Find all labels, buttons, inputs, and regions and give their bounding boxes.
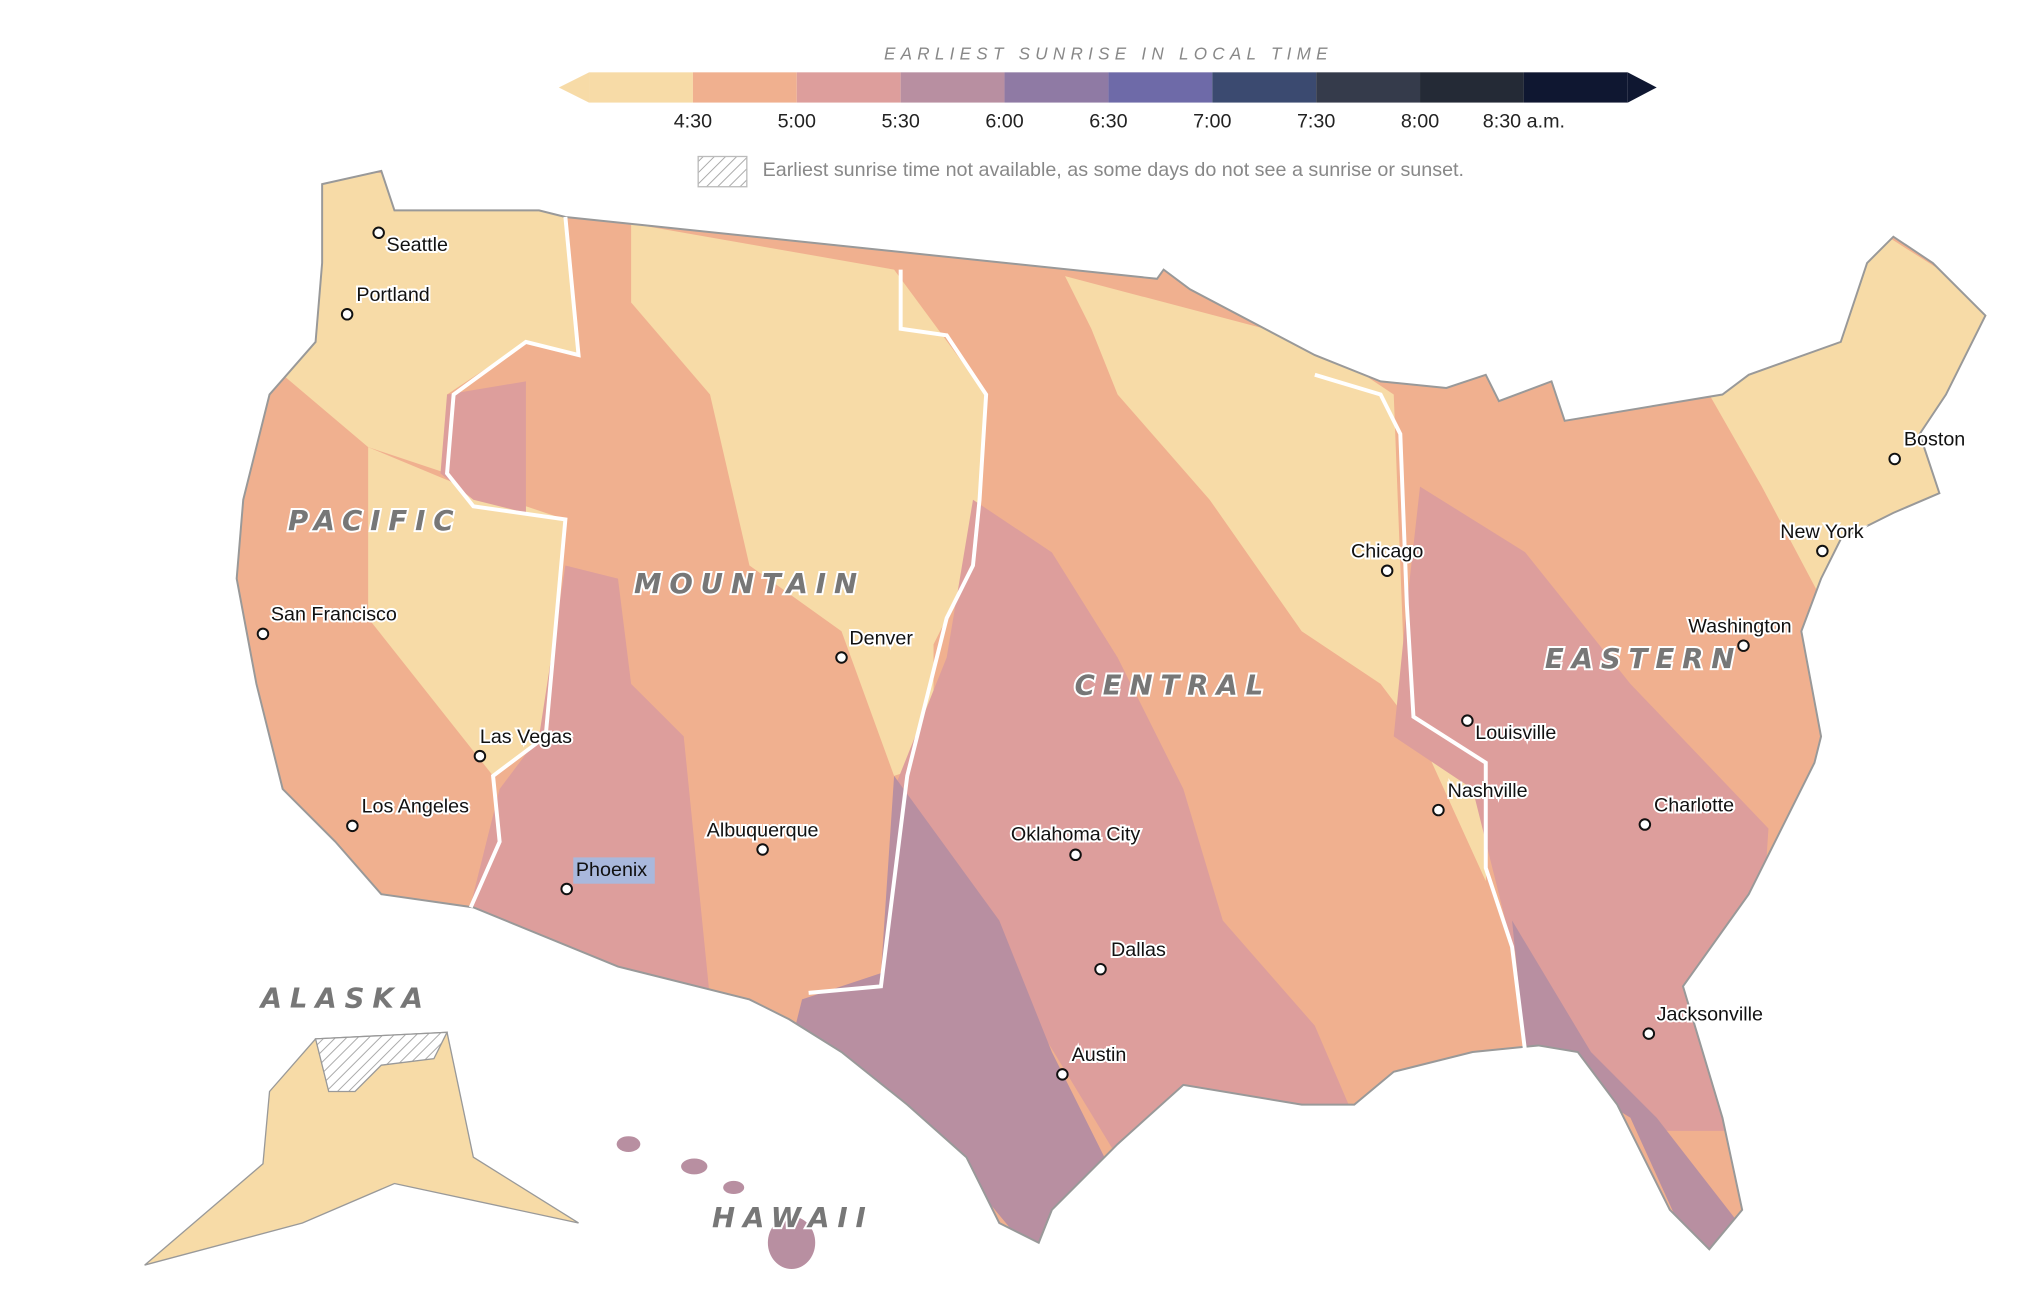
legend-tick-label: 5:30 [881,111,919,133]
city-label: Phoenix [576,859,647,881]
band-6-00 [1512,920,1749,1250]
band-5-30 [466,565,711,1000]
city-label: Seattle [387,234,448,256]
city-dot [473,749,487,763]
contiguous-us [236,170,1986,1250]
legend-swatch [900,72,1005,103]
island [616,1136,641,1152]
city-dot [372,226,385,240]
island [767,1216,816,1270]
zone-label: MOUNTAIN [634,567,865,600]
city-dot [1816,544,1829,558]
city-dot [1432,803,1445,817]
band-4-30 [631,223,987,776]
island [723,1180,745,1195]
city-dot [256,627,270,641]
zone-label: PACIFIC [288,504,461,537]
hawaii [616,1136,816,1270]
legend-arrow-right [1627,72,1657,103]
hatch-swatch [697,155,748,188]
legend-swatch [1004,72,1109,103]
legend-tick-label: 8:00 [1401,111,1439,133]
legend-swatch [1420,72,1524,103]
city-label: Louisville [1475,722,1556,744]
city-dot [340,308,354,321]
legend-title: EARLIEST SUNRISE IN LOCAL TIME [884,45,1333,64]
city-label: Albuquerque [707,819,819,841]
zone-boundaries [445,216,1528,1053]
city-dot [1069,848,1082,862]
legend-swatch [1316,72,1421,103]
city-dot [560,882,573,896]
land [144,169,1987,1270]
city-label: Denver [849,627,913,649]
city-dot [835,651,848,664]
legend-swatch [1108,72,1213,103]
band-5-30 [440,381,526,513]
legend-tick-label: 8:30 a.m. [1483,111,1565,133]
zone-label: CENTRAL [1075,668,1272,701]
city-label: Los Angeles [362,796,470,818]
city-label: Washington [1688,615,1791,637]
zone-label: EASTERN [1545,642,1742,675]
legend-swatch [796,72,901,103]
city-dot [1888,452,1901,466]
city-label: Jacksonville [1657,1003,1763,1025]
legend-tick-label: 4:30 [674,111,712,133]
legend-tick-label: 7:00 [1193,111,1231,133]
central-boundary [1314,372,1528,1053]
city-highlight [573,857,655,884]
city-dot [1461,714,1474,727]
labels: PACIFIC MOUNTAIN CENTRAL EASTERN ALASKA HAWAI… [256,226,1967,1236]
band-4-30 [368,447,566,776]
legend-swatch [1523,72,1628,103]
mountain-boundary [808,269,989,995]
alaska-no-data [314,1031,449,1093]
city-label: Dallas [1111,939,1166,961]
zone-label: ALASKA [259,981,431,1014]
legend-swatch [589,72,693,103]
city-label: San Francisco [271,604,397,626]
city-label: Boston [1904,429,1965,451]
pacific-boundary [445,216,581,909]
city-label: Nashville [1448,780,1528,802]
legend: EARLIEST SUNRISE IN LOCAL TIME Earliest … [558,45,1657,188]
city-label: Charlotte [1654,794,1734,816]
city-dot [1642,1027,1656,1040]
band-5-30 [894,499,1355,1158]
city-dot [1094,962,1107,976]
city-label: Portland [356,284,429,306]
city-dot [1056,1068,1069,1081]
band-5-30 [1393,486,1769,1131]
zone-label: HAWAII [712,1201,874,1234]
city-dot [346,819,359,833]
legend-swatch [692,72,797,103]
band-6-00 [788,775,1105,1250]
legend-tick-label: 6:00 [985,111,1023,133]
legend-note: Earliest sunrise time not available, as … [763,159,1464,181]
city-label: Las Vegas [480,726,572,748]
city-dot [756,843,769,856]
legend-swatch [1212,72,1317,103]
legend-tick-label: 5:00 [778,111,816,133]
city-dot [1380,564,1394,577]
band-4-30 [1065,276,1493,882]
island [681,1158,708,1175]
alaska [144,1031,579,1266]
band-4-30 [262,170,579,474]
legend-arrow-left [558,72,590,103]
city-dot [1737,639,1750,652]
legend-tick-label: 7:30 [1297,111,1335,133]
city-dot [1638,818,1652,831]
city-label: Oklahoma City [1011,823,1140,845]
legend-tick-label: 6:30 [1089,111,1127,133]
city-label: New York [1780,521,1863,543]
city-label: Austin [1072,1044,1127,1066]
us-outline [235,169,1987,1251]
city-label: Chicago [1351,541,1423,563]
